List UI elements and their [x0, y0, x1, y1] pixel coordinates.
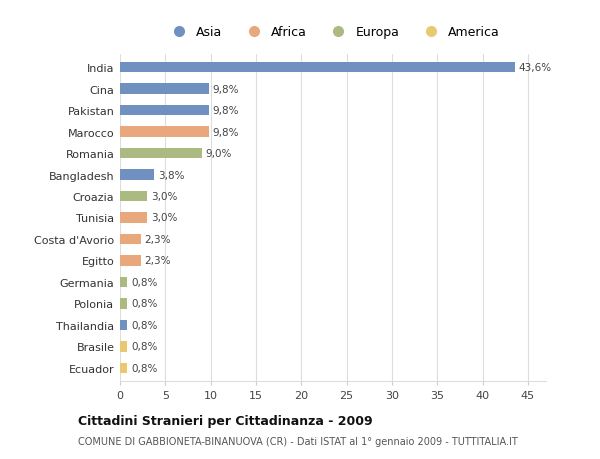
Bar	[120, 277, 127, 288]
Text: 0,8%: 0,8%	[131, 341, 157, 352]
Bar	[120, 148, 202, 159]
Bar	[120, 234, 141, 245]
Bar	[120, 127, 209, 138]
Legend: Asia, Africa, Europa, America: Asia, Africa, Europa, America	[162, 22, 504, 43]
Text: 3,0%: 3,0%	[151, 191, 177, 202]
Text: 9,8%: 9,8%	[212, 84, 239, 95]
Bar	[120, 363, 127, 374]
Text: 0,8%: 0,8%	[131, 277, 157, 287]
Text: 9,8%: 9,8%	[212, 106, 239, 116]
Bar	[120, 341, 127, 352]
Bar	[120, 84, 209, 95]
Bar	[120, 191, 147, 202]
Bar	[120, 298, 127, 309]
Bar	[120, 170, 154, 180]
Text: 2,3%: 2,3%	[145, 235, 171, 245]
Text: 9,0%: 9,0%	[205, 149, 232, 159]
Text: 0,8%: 0,8%	[131, 363, 157, 373]
Text: 0,8%: 0,8%	[131, 320, 157, 330]
Text: 9,8%: 9,8%	[212, 127, 239, 137]
Text: 0,8%: 0,8%	[131, 299, 157, 309]
Bar	[120, 256, 141, 266]
Text: 3,8%: 3,8%	[158, 170, 185, 180]
Text: 2,3%: 2,3%	[145, 256, 171, 266]
Bar	[120, 106, 209, 116]
Text: Cittadini Stranieri per Cittadinanza - 2009: Cittadini Stranieri per Cittadinanza - 2…	[78, 414, 373, 428]
Bar	[120, 213, 147, 224]
Text: 3,0%: 3,0%	[151, 213, 177, 223]
Text: 43,6%: 43,6%	[519, 63, 552, 73]
Bar	[120, 320, 127, 330]
Text: COMUNE DI GABBIONETA-BINANUOVA (CR) - Dati ISTAT al 1° gennaio 2009 - TUTTITALIA: COMUNE DI GABBIONETA-BINANUOVA (CR) - Da…	[78, 437, 518, 446]
Bar	[120, 62, 515, 73]
